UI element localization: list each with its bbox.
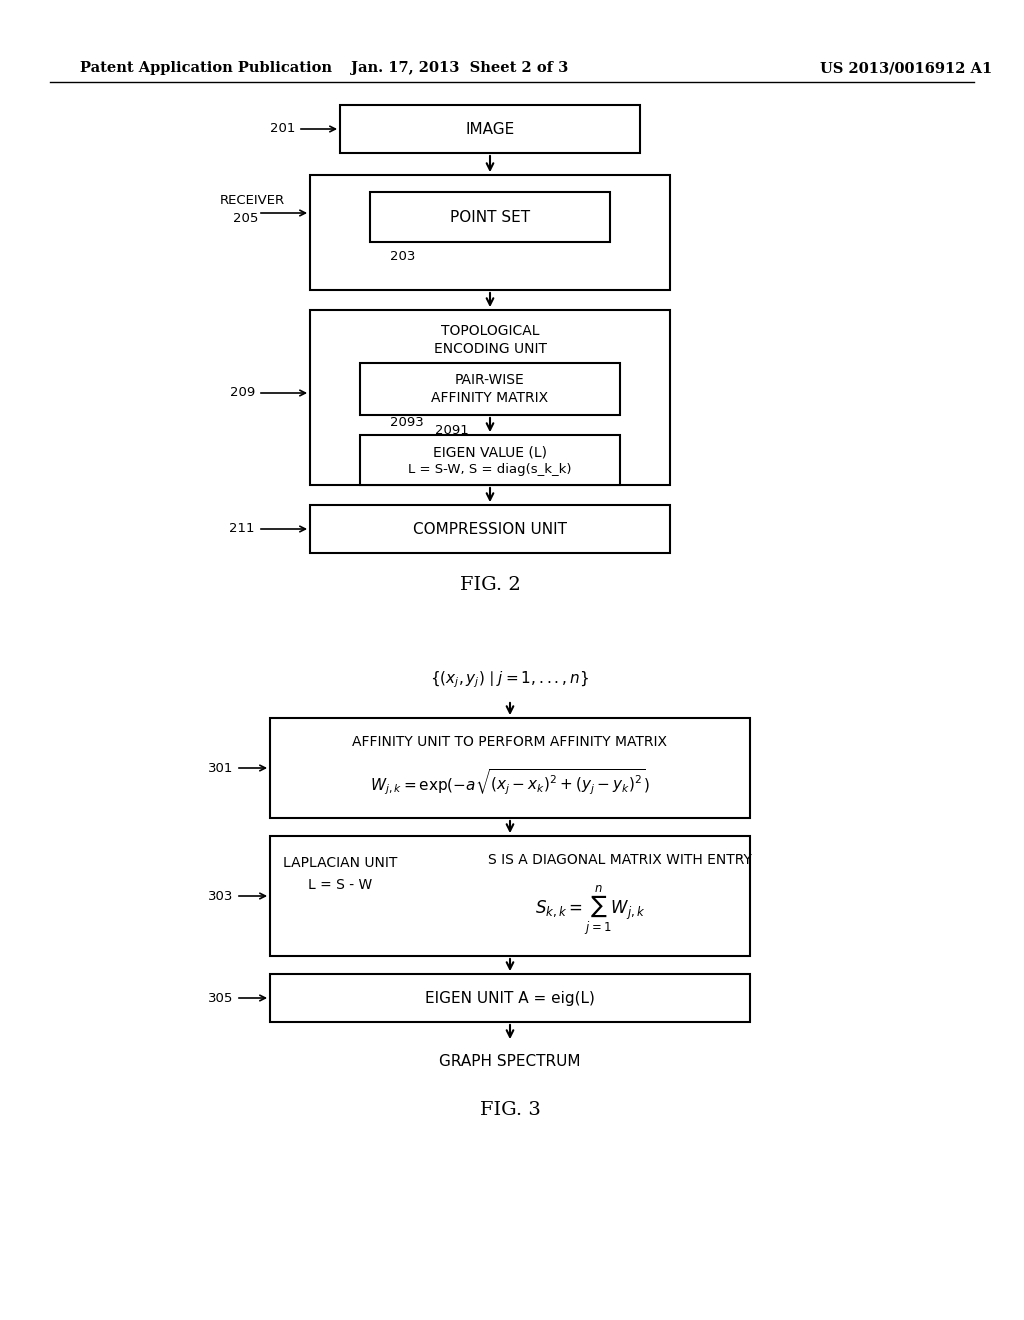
Text: AFFINITY UNIT TO PERFORM AFFINITY MATRIX: AFFINITY UNIT TO PERFORM AFFINITY MATRIX	[352, 735, 668, 748]
Text: COMPRESSION UNIT: COMPRESSION UNIT	[413, 521, 567, 536]
Text: FIG. 3: FIG. 3	[479, 1101, 541, 1119]
Text: GRAPH SPECTRUM: GRAPH SPECTRUM	[439, 1055, 581, 1069]
Text: US 2013/0016912 A1: US 2013/0016912 A1	[820, 61, 992, 75]
Bar	[310, 176, 670, 290]
Text: POINT SET: POINT SET	[450, 210, 530, 224]
Text: 305: 305	[208, 991, 233, 1005]
Text: $\{(x_j, y_j) \mid j = 1,...,n\}$: $\{(x_j, y_j) \mid j = 1,...,n\}$	[430, 669, 590, 690]
Text: $W_{j,k} = \mathrm{exp}(-a\sqrt{(x_j - x_k)^2 + (y_j - y_k)^2})$: $W_{j,k} = \mathrm{exp}(-a\sqrt{(x_j - x…	[370, 767, 650, 797]
Bar	[360, 436, 620, 484]
Text: 205: 205	[233, 211, 258, 224]
Text: TOPOLOGICAL
ENCODING UNIT: TOPOLOGICAL ENCODING UNIT	[433, 323, 547, 356]
Text: FIG. 2: FIG. 2	[460, 576, 520, 594]
Text: 209: 209	[229, 387, 255, 400]
Text: EIGEN UNIT A = eig(L): EIGEN UNIT A = eig(L)	[425, 990, 595, 1006]
Text: LAPLACIAN UNIT: LAPLACIAN UNIT	[283, 855, 397, 870]
Text: IMAGE: IMAGE	[465, 121, 515, 136]
Bar	[340, 106, 640, 153]
Bar	[310, 310, 670, 484]
Text: S IS A DIAGONAL MATRIX WITH ENTRY: S IS A DIAGONAL MATRIX WITH ENTRY	[488, 853, 752, 867]
Text: 203: 203	[390, 251, 416, 264]
Text: Patent Application Publication: Patent Application Publication	[80, 61, 332, 75]
Text: $S_{k,k} = \sum_{j=1}^{n} W_{j,k}$: $S_{k,k} = \sum_{j=1}^{n} W_{j,k}$	[535, 883, 645, 937]
Text: 2091: 2091	[435, 424, 469, 437]
Text: PAIR-WISE
AFFINITY MATRIX: PAIR-WISE AFFINITY MATRIX	[431, 372, 549, 405]
Text: 303: 303	[208, 890, 233, 903]
Text: Jan. 17, 2013  Sheet 2 of 3: Jan. 17, 2013 Sheet 2 of 3	[351, 61, 568, 75]
Text: RECEIVER: RECEIVER	[220, 194, 285, 206]
Text: 211: 211	[229, 523, 255, 536]
Text: 301: 301	[208, 762, 233, 775]
Bar	[310, 506, 670, 553]
Text: 2093: 2093	[390, 416, 424, 429]
Text: EIGEN VALUE (L): EIGEN VALUE (L)	[433, 445, 547, 459]
Text: L = S-W, S = diag(s_k_k): L = S-W, S = diag(s_k_k)	[409, 463, 571, 477]
Text: L = S - W: L = S - W	[308, 878, 372, 892]
Bar	[360, 363, 620, 414]
Bar	[270, 718, 750, 818]
Bar	[270, 836, 750, 956]
Text: 201: 201	[269, 123, 295, 136]
Bar	[270, 974, 750, 1022]
Bar	[370, 191, 610, 242]
